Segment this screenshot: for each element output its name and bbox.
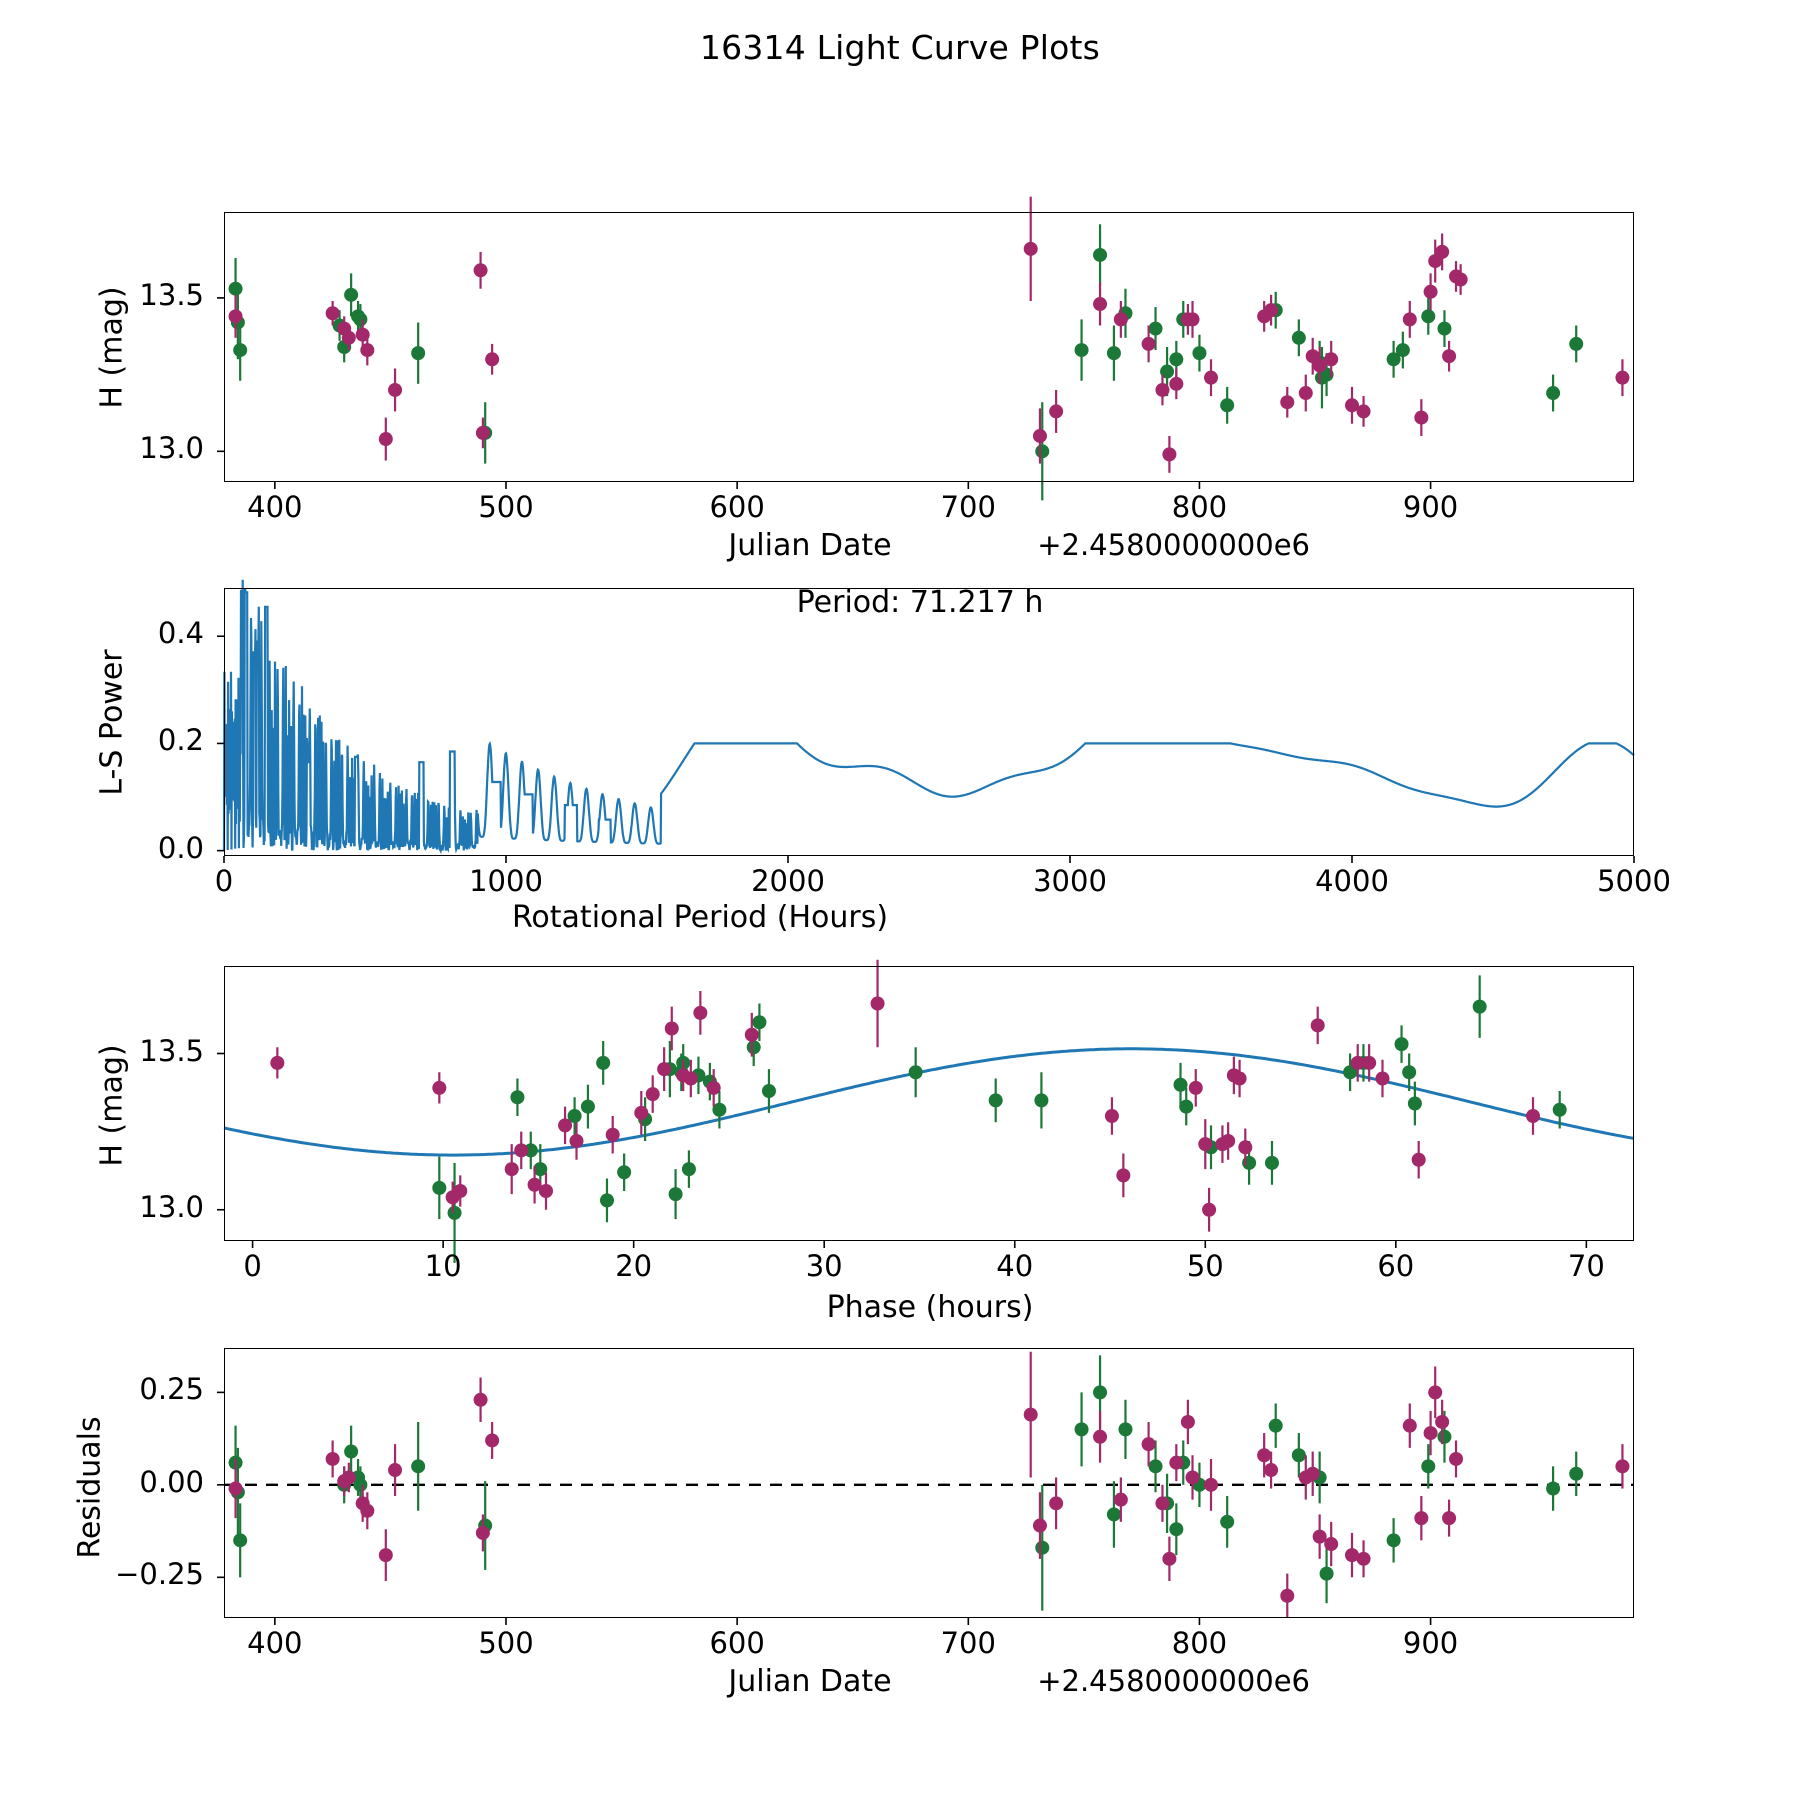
x-tick-label: 700 bbox=[940, 490, 996, 524]
y-tick-label: 13.5 bbox=[139, 1033, 204, 1068]
x-tick-label: 1000 bbox=[469, 864, 543, 898]
y-tick-label: 0.00 bbox=[139, 1464, 204, 1499]
panel-periodogram bbox=[217, 579, 1635, 863]
x-tick-label: 70 bbox=[1567, 1249, 1605, 1283]
x-tick-label: 500 bbox=[478, 490, 534, 524]
y-tick-label: 0.4 bbox=[157, 616, 204, 651]
figure-title: 16314 Light Curve Plots bbox=[699, 28, 1101, 67]
x-tick-label: 20 bbox=[615, 1249, 653, 1283]
y-tick-label: 13.0 bbox=[139, 431, 204, 466]
x-tick-label: 50 bbox=[1186, 1249, 1224, 1283]
panel-phase-folded bbox=[217, 959, 1635, 1263]
x-tick-label: 400 bbox=[247, 490, 303, 524]
series-series_b bbox=[228, 196, 1630, 473]
periodogram-x-axis-label: Rotational Period (Hours) bbox=[511, 900, 889, 935]
panel-border bbox=[224, 966, 1634, 1241]
x-tick-label: 3000 bbox=[1033, 864, 1107, 898]
phase-folded-plot-area bbox=[217, 959, 1635, 1263]
residuals-x-offset-label: +2.4580000000e6 bbox=[1037, 1664, 1310, 1698]
series-series_b bbox=[270, 959, 1541, 1232]
x-tick-label: 900 bbox=[1402, 490, 1459, 524]
panel-border bbox=[224, 588, 1634, 856]
x-tick-label: 800 bbox=[1171, 1626, 1228, 1660]
series-series_b bbox=[228, 1351, 1630, 1618]
x-tick-label: 700 bbox=[940, 1626, 996, 1660]
panel-border bbox=[224, 212, 1634, 482]
periodogram-plot-area bbox=[217, 579, 1635, 863]
panel-border bbox=[224, 1348, 1634, 1618]
x-tick-label: 2000 bbox=[751, 864, 825, 898]
x-tick-label: 0 bbox=[214, 864, 234, 898]
y-tick-label: 13.5 bbox=[139, 277, 204, 312]
periodogram-line bbox=[222, 579, 1635, 855]
y-tick-label: 0.2 bbox=[157, 723, 204, 758]
panel-residuals bbox=[217, 1348, 1634, 1625]
x-tick-label: 60 bbox=[1377, 1249, 1415, 1283]
x-tick-label: 800 bbox=[1171, 490, 1228, 524]
x-tick-label: 40 bbox=[996, 1249, 1034, 1283]
panel-light-curve bbox=[217, 196, 1634, 501]
lightcurve-x-axis-label: Julian Date bbox=[728, 528, 892, 563]
y-tick-label: −0.25 bbox=[115, 1557, 204, 1592]
x-tick-label: 900 bbox=[1402, 1626, 1459, 1660]
x-tick-label: 5000 bbox=[1597, 864, 1671, 898]
x-tick-label: 500 bbox=[478, 1626, 534, 1660]
lightcurve-x-offset-label: +2.4580000000e6 bbox=[1037, 528, 1310, 562]
light-curve-plot-area bbox=[217, 196, 1630, 501]
x-tick-label: 4000 bbox=[1315, 864, 1389, 898]
x-tick-label: 10 bbox=[424, 1249, 462, 1283]
x-tick-label: 600 bbox=[709, 490, 765, 524]
phase-x-axis-label: Phase (hours) bbox=[826, 1290, 1034, 1325]
residuals-x-axis-label: Julian Date bbox=[728, 1664, 892, 1699]
x-tick-label: 400 bbox=[247, 1626, 303, 1660]
sinusoid-fit-line bbox=[223, 1047, 1635, 1157]
y-tick-label: 0.25 bbox=[139, 1372, 204, 1407]
residuals-plot-area bbox=[217, 1351, 1634, 1625]
x-tick-label: 0 bbox=[243, 1249, 262, 1283]
y-tick-label: 13.0 bbox=[139, 1189, 204, 1224]
y-tick-label: 0.0 bbox=[157, 830, 204, 865]
period-annotation: Period: 71.217 h bbox=[796, 585, 1044, 620]
x-tick-label: 30 bbox=[805, 1249, 843, 1283]
x-tick-label: 600 bbox=[709, 1626, 765, 1660]
